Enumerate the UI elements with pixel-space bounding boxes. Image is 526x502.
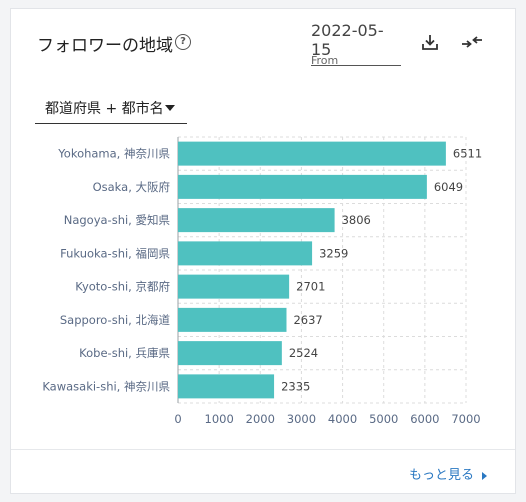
bar-3 (178, 241, 313, 266)
date-field[interactable]: 2022-05-15 (311, 21, 401, 66)
x-tick-label-3: 3000 (287, 412, 316, 426)
data-label-0: 6511 (453, 147, 482, 161)
x-tick-label-4: 4000 (328, 412, 357, 426)
bar-4 (178, 274, 290, 299)
bar-2 (178, 208, 335, 233)
category-label-1: Osaka, 大阪府 (93, 180, 170, 194)
compare-arrows-icon[interactable] (461, 31, 483, 53)
data-label-4: 2701 (296, 280, 325, 294)
region-level-dropdown[interactable]: 都道府県 + 都市名 (35, 95, 187, 124)
data-label-3: 3259 (319, 246, 348, 260)
caret-right-icon (482, 471, 487, 480)
category-label-4: Kyoto-shi, 京都府 (75, 280, 170, 294)
x-tick-label-0: 0 (174, 412, 181, 426)
category-label-6: Kobe-shi, 兵庫県 (79, 346, 170, 360)
x-tick-label-7: 7000 (451, 412, 480, 426)
see-more-link[interactable]: もっと見る (409, 464, 487, 483)
category-label-7: Kawasaki-shi, 神奈川県 (42, 379, 170, 393)
caret-down-icon (165, 105, 175, 111)
category-label-3: Fukuoka-shi, 福岡県 (60, 246, 170, 260)
bar-1 (178, 174, 427, 199)
x-tick-label-6: 6000 (410, 412, 439, 426)
download-icon[interactable] (419, 31, 441, 53)
category-label-0: Yokohama, 神奈川県 (57, 147, 170, 161)
bar-5 (178, 307, 287, 332)
card-title: フォロワーの地域 (37, 36, 173, 56)
bar-6 (178, 341, 282, 366)
followers-region-card: フォロワーの地域 ? 2022-05-15 From 都道府県 + 都市名 Yo… (10, 8, 516, 494)
data-label-6: 2524 (289, 346, 318, 360)
card-footer: もっと見る (11, 449, 515, 495)
dropdown-label: 都道府県 + 都市名 (45, 101, 164, 117)
x-tick-label-5: 5000 (369, 412, 398, 426)
category-label-2: Nagoya-shi, 愛知県 (64, 213, 171, 227)
x-tick-label-1: 1000 (205, 412, 234, 426)
followers-bar-chart: Yokohama, 神奈川県 6511 Osaka, 大阪府 6049 Nagoya-s… (42, 136, 482, 426)
data-label-5: 2637 (293, 313, 322, 327)
data-label-7: 2335 (281, 379, 310, 393)
bar-0 (178, 141, 446, 166)
see-more-label: もっと見る (408, 468, 474, 483)
category-label-5: Sapporo-shi, 北海道 (60, 313, 171, 327)
data-label-2: 3806 (342, 213, 371, 227)
date-caption: From (311, 54, 339, 67)
help-icon[interactable]: ? (175, 34, 191, 50)
bar-7 (178, 374, 275, 399)
data-label-1: 6049 (434, 180, 463, 194)
x-tick-label-2: 2000 (246, 412, 275, 426)
